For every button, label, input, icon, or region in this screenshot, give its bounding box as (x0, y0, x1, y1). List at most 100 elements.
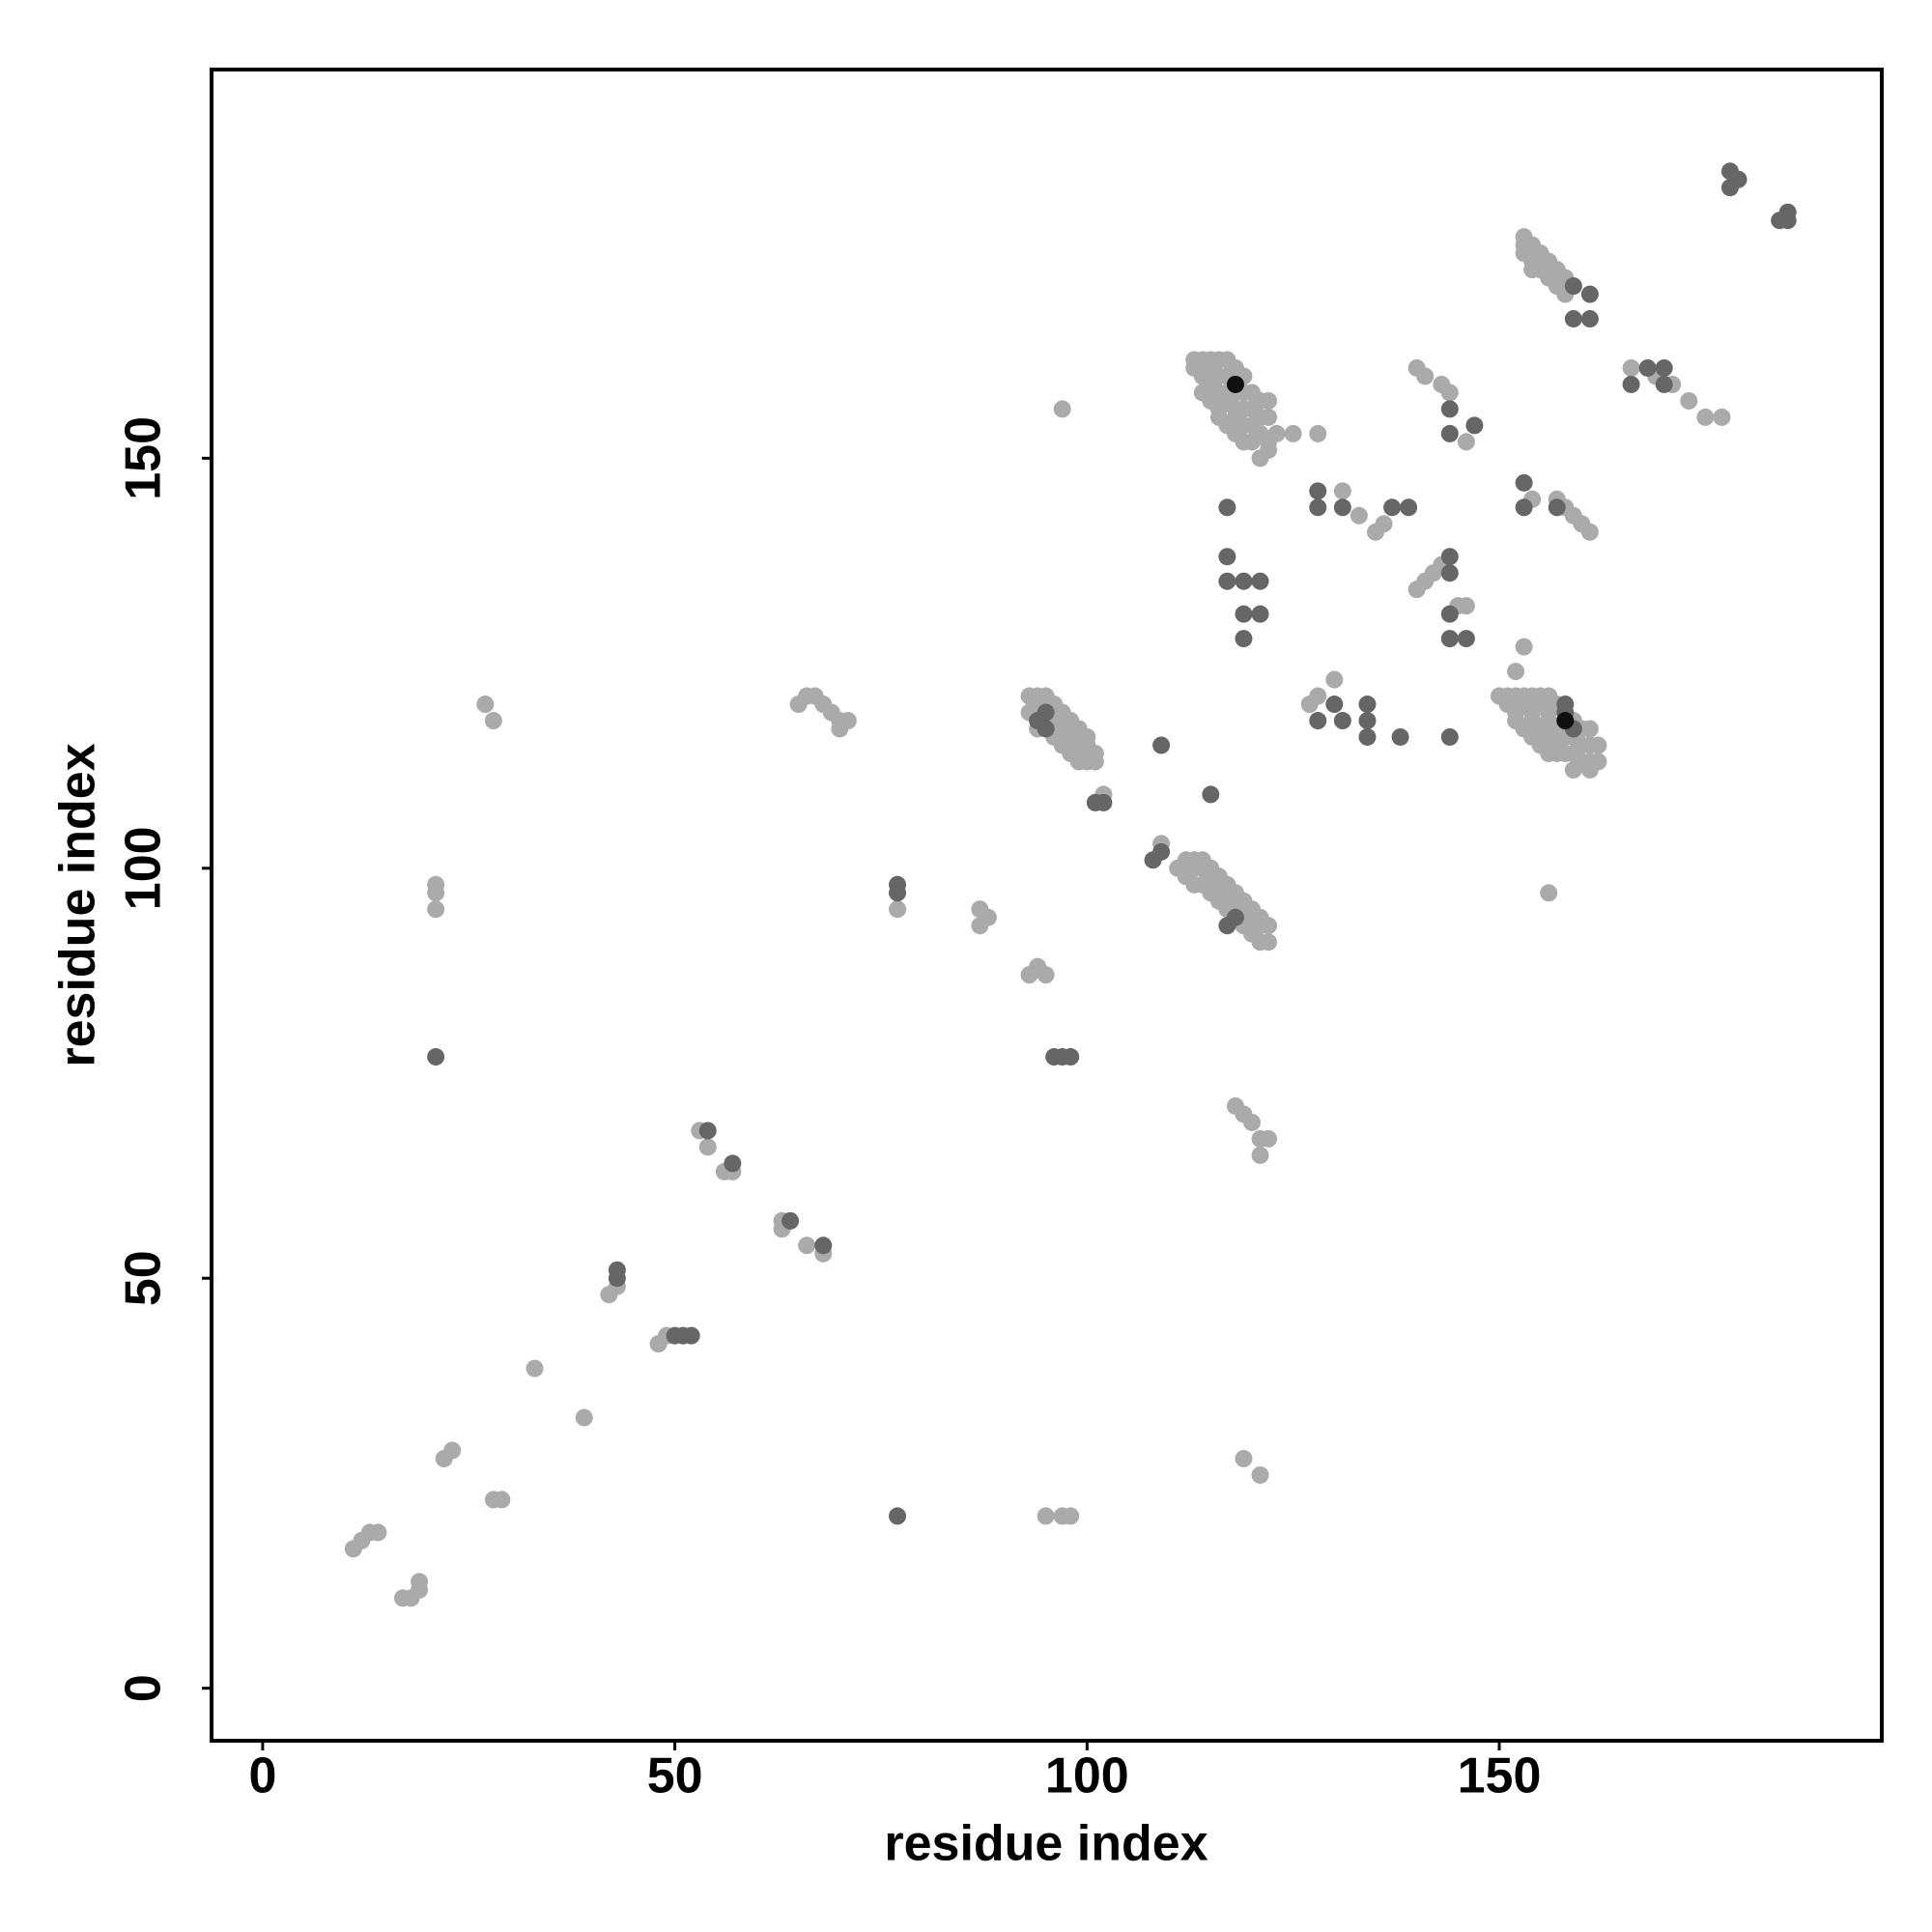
contact-point (1440, 564, 1459, 582)
x-tick-label: 0 (248, 1748, 276, 1804)
contact-point (1440, 384, 1459, 402)
contact-point (1622, 358, 1640, 377)
contact-point (1720, 162, 1739, 181)
contact-point (1053, 400, 1071, 418)
contact-point (1152, 736, 1171, 754)
contact-point (1580, 720, 1599, 738)
contact-point (1309, 712, 1327, 730)
contact-point (1333, 482, 1351, 500)
contact-point (889, 884, 907, 902)
contact-point (1251, 605, 1269, 623)
contact-point (1260, 408, 1278, 426)
y-tick-label: 150 (116, 416, 172, 500)
x-tick-label: 50 (647, 1748, 703, 1804)
contact-point (1556, 712, 1575, 730)
contact-point (1358, 727, 1377, 746)
contact-point (369, 1523, 387, 1542)
contact-point (1375, 515, 1393, 533)
x-tick-label: 150 (1458, 1748, 1542, 1804)
contact-point (1242, 924, 1261, 943)
contact-point (1185, 875, 1204, 894)
contact-point (1242, 1113, 1261, 1131)
contact-point (1515, 638, 1533, 656)
contact-point (1037, 720, 1055, 738)
y-tick-label: 50 (116, 1250, 172, 1306)
contact-point (1440, 727, 1459, 746)
contact-point (1251, 1465, 1269, 1484)
contact-point (1655, 358, 1673, 377)
contact-point (1440, 605, 1459, 623)
contact-point (1564, 760, 1582, 779)
contact-point (1540, 261, 1558, 279)
contact-point (1260, 917, 1278, 935)
contact-point (443, 1441, 462, 1460)
contact-point (493, 1491, 511, 1509)
contact-point (1778, 212, 1797, 230)
contact-point (427, 884, 445, 902)
contact-point (1333, 498, 1351, 517)
contact-point (1226, 375, 1244, 393)
contact-point (1235, 1449, 1253, 1467)
contact-point (781, 1211, 800, 1230)
contact-point (1515, 473, 1533, 492)
contact-point (1069, 753, 1088, 771)
plot-frame (210, 68, 1884, 1743)
contact-point (1325, 670, 1344, 689)
contact-point (1564, 277, 1582, 296)
contact-point (838, 712, 857, 730)
contact-point (1350, 506, 1368, 525)
contact-point (1260, 391, 1278, 410)
contact-point (1333, 712, 1351, 730)
contact-point (698, 1138, 717, 1156)
contact-point (484, 712, 502, 730)
contact-point (1564, 310, 1582, 328)
contact-point (1391, 727, 1409, 746)
contact-point (1589, 736, 1607, 754)
contact-point (1580, 310, 1599, 328)
contact-point (1037, 1507, 1055, 1525)
contact-point (1062, 1507, 1080, 1525)
x-axis-title: residue index (884, 1816, 1208, 1872)
contact-point (1507, 663, 1525, 681)
contact-point (1037, 966, 1055, 984)
contact-point (889, 1507, 907, 1525)
contact-point (1251, 572, 1269, 590)
contact-point (889, 900, 907, 919)
contact-point (1284, 424, 1302, 442)
contact-point (575, 1408, 593, 1427)
contact-point (1400, 498, 1418, 517)
contact-point (1457, 597, 1475, 615)
contact-point (1309, 482, 1327, 500)
contact-point (1457, 630, 1475, 648)
contact-point (1218, 548, 1236, 566)
contact-point (411, 1573, 429, 1591)
contact-point (1457, 433, 1475, 451)
contact-point (1515, 498, 1533, 517)
contact-point (1152, 842, 1171, 861)
contact-point (1235, 605, 1253, 623)
contact-point (1540, 884, 1558, 902)
contact-point (1260, 1129, 1278, 1148)
contact-point (608, 1269, 626, 1288)
contact-point (1251, 449, 1269, 468)
contact-point (1416, 367, 1435, 385)
contact-point (1696, 408, 1715, 426)
contact-point (1580, 285, 1599, 303)
contact-point (1580, 523, 1599, 541)
contact-point (1358, 712, 1377, 730)
y-tick-label: 0 (116, 1674, 172, 1702)
contact-point (1523, 261, 1542, 279)
contact-point (1548, 498, 1566, 517)
contact-point (1309, 498, 1327, 517)
contact-point (476, 696, 495, 714)
contact-point (814, 1236, 833, 1255)
contact-point (1309, 424, 1327, 442)
contact-point (1218, 572, 1236, 590)
contact-point (698, 1122, 717, 1140)
contact-point (1235, 630, 1253, 648)
contact-point (427, 900, 445, 919)
contact-point (1638, 358, 1657, 377)
contact-point (798, 1236, 816, 1255)
contact-point (1309, 687, 1327, 705)
